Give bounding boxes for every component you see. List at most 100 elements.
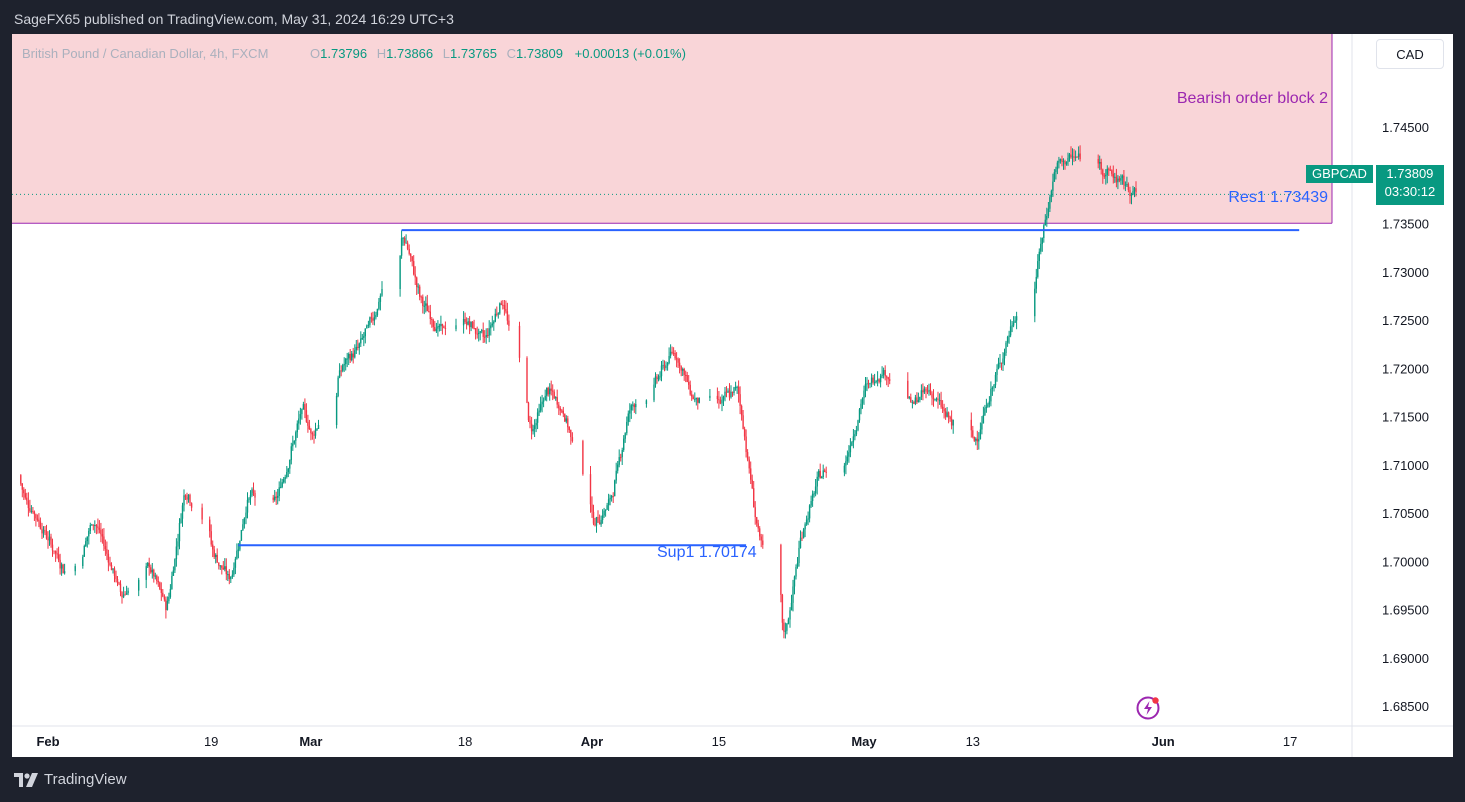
candle	[172, 566, 175, 576]
candle	[1005, 340, 1007, 356]
candle	[810, 495, 812, 508]
candle-body	[1059, 159, 1062, 161]
candle	[234, 556, 237, 575]
candle-body	[1038, 251, 1040, 261]
candle-body	[53, 550, 55, 552]
candle	[570, 429, 572, 445]
candle-body	[541, 401, 543, 405]
candle	[819, 463, 821, 479]
candle-body	[784, 630, 787, 632]
candle	[502, 300, 504, 310]
legend-low-label: L	[443, 46, 450, 61]
candle-body	[822, 470, 824, 477]
candle-body	[719, 400, 722, 404]
candle	[455, 318, 457, 332]
candle-body	[1106, 168, 1108, 175]
candle	[878, 378, 880, 384]
candle-body	[988, 401, 991, 405]
candle-body	[1117, 178, 1119, 183]
candle-body	[724, 391, 726, 397]
candle	[730, 385, 732, 399]
candle	[760, 533, 762, 548]
tradingview-brand[interactable]: TradingView	[14, 771, 127, 788]
candle	[722, 395, 725, 406]
candle	[29, 499, 31, 513]
candle-body	[653, 384, 655, 401]
candle	[91, 523, 93, 526]
candle-body	[666, 363, 669, 366]
candle-body	[59, 559, 61, 569]
candle-body	[753, 488, 755, 508]
candle-body	[804, 524, 806, 530]
candle-body	[201, 507, 203, 520]
candle	[568, 426, 570, 433]
candle-body	[487, 335, 489, 336]
candle-body	[481, 330, 483, 332]
candle	[372, 311, 374, 325]
candle	[410, 253, 412, 262]
candle	[437, 320, 439, 337]
candle	[855, 425, 858, 437]
candle-body	[74, 566, 76, 572]
candle-body	[376, 308, 379, 316]
candle	[541, 394, 543, 413]
candle-body	[416, 277, 418, 288]
candle	[360, 331, 362, 347]
candle-body	[506, 311, 509, 321]
candle-body	[762, 540, 764, 545]
candle-body	[781, 594, 784, 623]
candle-body	[316, 429, 318, 430]
candle-body	[60, 564, 63, 569]
candle	[683, 367, 685, 381]
candle	[881, 366, 883, 379]
candle	[549, 383, 551, 401]
candle-body	[922, 390, 924, 393]
candle-body	[917, 399, 920, 403]
candle	[973, 436, 975, 442]
candle	[23, 487, 25, 500]
candle	[786, 623, 788, 635]
candle-body	[1121, 175, 1124, 179]
candle-body	[872, 377, 874, 383]
candle	[751, 474, 753, 490]
candle	[600, 515, 602, 527]
candle	[39, 517, 42, 530]
candle	[851, 441, 853, 447]
candle-body	[159, 582, 161, 589]
candle	[591, 496, 593, 518]
candle	[598, 514, 601, 525]
chart-canvas[interactable]: 1.745001.740001.735001.730001.725001.720…	[12, 34, 1453, 757]
candle-body	[29, 508, 31, 512]
candle	[852, 429, 855, 449]
candle	[1071, 148, 1074, 166]
candle-body	[857, 420, 859, 431]
candle-body	[283, 479, 285, 483]
candle-body	[810, 501, 812, 506]
candle	[1062, 158, 1065, 170]
candle	[110, 562, 113, 571]
candle-body	[615, 470, 617, 481]
candle	[89, 522, 91, 534]
candle-body	[1043, 225, 1045, 238]
candle	[724, 387, 726, 402]
candle	[979, 422, 982, 440]
candle-body	[526, 357, 528, 403]
candle-body	[348, 354, 350, 359]
chart-frame[interactable]: 1.745001.740001.735001.730001.725001.720…	[12, 34, 1453, 757]
candle	[376, 308, 379, 317]
candle-body	[48, 536, 51, 541]
candle-body	[85, 541, 87, 546]
currency-button[interactable]: CAD	[1376, 39, 1444, 69]
price-tick-label: 1.70500	[1382, 506, 1429, 521]
candle	[496, 306, 498, 317]
candle	[369, 316, 371, 328]
candle-body	[737, 386, 740, 395]
candle-body	[564, 413, 566, 422]
candle-body	[1109, 169, 1111, 171]
candle-body	[875, 380, 877, 383]
candle	[221, 565, 223, 575]
candle-body	[825, 471, 827, 473]
flash-icon[interactable]	[1134, 694, 1162, 722]
candle-body	[691, 394, 693, 397]
candle	[482, 322, 484, 343]
